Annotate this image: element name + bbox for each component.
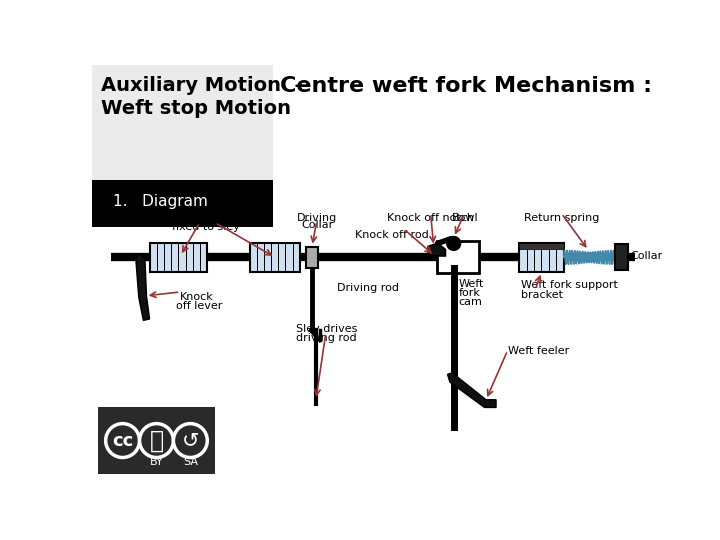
Text: bracket: bracket (521, 289, 564, 300)
Polygon shape (448, 373, 496, 408)
Polygon shape (135, 254, 150, 320)
Text: Weft feeler: Weft feeler (508, 346, 569, 356)
Text: driving rod: driving rod (297, 333, 357, 343)
Text: cam: cam (459, 298, 482, 307)
Text: off lever: off lever (176, 301, 222, 311)
Text: Auxiliary Motion  -: Auxiliary Motion - (101, 76, 302, 96)
Text: Sley drives: Sley drives (296, 325, 357, 334)
Bar (150, 242, 207, 272)
Text: ↺: ↺ (181, 430, 199, 450)
Circle shape (140, 423, 174, 457)
Bar (92, 180, 273, 226)
Text: Weft stop Motion: Weft stop Motion (101, 99, 291, 118)
Circle shape (447, 237, 461, 251)
Bar (250, 242, 300, 272)
Text: fork: fork (459, 288, 480, 298)
Text: Bowl: Bowl (452, 213, 479, 222)
Text: Collar: Collar (631, 251, 663, 261)
Bar (437, 241, 479, 273)
Bar (306, 247, 318, 268)
Text: Weft fork support: Weft fork support (521, 280, 618, 291)
Text: Driving: Driving (297, 213, 338, 222)
Text: fixed to sley: fixed to sley (172, 222, 240, 232)
Polygon shape (428, 244, 445, 256)
Text: Weft: Weft (459, 279, 484, 289)
Text: SA: SA (183, 457, 198, 467)
Text: ⓘ: ⓘ (150, 429, 163, 453)
Bar (519, 242, 564, 249)
Text: GuideCollars: GuideCollars (171, 214, 241, 224)
Text: Knock off notch: Knock off notch (387, 213, 474, 222)
Circle shape (174, 423, 207, 457)
Text: Return spring: Return spring (524, 213, 599, 222)
Text: Collar: Collar (301, 220, 333, 231)
Text: Knock off rod: Knock off rod (355, 230, 429, 240)
Circle shape (106, 423, 140, 457)
Text: Driving rod: Driving rod (337, 283, 399, 293)
Text: Centre weft fork Mechanism :: Centre weft fork Mechanism : (281, 76, 652, 96)
Bar (92, 65, 273, 180)
Text: 1.   Diagram: 1. Diagram (113, 194, 208, 210)
Text: cc: cc (112, 431, 133, 450)
Bar (519, 242, 564, 272)
Text: Knock: Knock (180, 292, 214, 302)
Bar (98, 407, 215, 475)
Text: BY: BY (150, 457, 163, 467)
Bar (616, 244, 628, 271)
